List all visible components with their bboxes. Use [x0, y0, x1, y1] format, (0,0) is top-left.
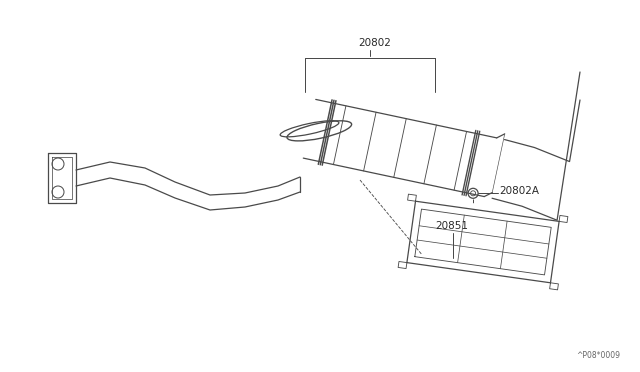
Text: 20802: 20802: [358, 38, 391, 48]
Text: ^P08*0009: ^P08*0009: [576, 351, 620, 360]
Text: 20851: 20851: [435, 221, 468, 231]
Text: 20802A: 20802A: [499, 186, 539, 196]
